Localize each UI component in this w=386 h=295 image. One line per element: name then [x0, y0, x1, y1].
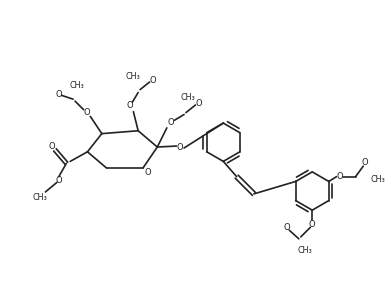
Text: O: O: [177, 143, 184, 153]
Text: CH₃: CH₃: [371, 175, 386, 184]
Text: O: O: [362, 158, 369, 167]
Text: O: O: [283, 223, 290, 232]
Text: CH₃: CH₃: [69, 81, 84, 90]
Text: O: O: [337, 172, 344, 181]
Text: O: O: [144, 168, 151, 177]
Text: CH₃: CH₃: [125, 72, 140, 81]
Text: O: O: [309, 220, 315, 229]
Text: O: O: [56, 176, 62, 185]
Text: O: O: [83, 108, 90, 117]
Text: O: O: [168, 118, 174, 127]
Text: O: O: [195, 99, 202, 107]
Text: O: O: [149, 76, 156, 85]
Text: CH₃: CH₃: [181, 93, 195, 102]
Text: O: O: [126, 101, 133, 110]
Text: CH₃: CH₃: [297, 246, 312, 255]
Text: CH₃: CH₃: [32, 193, 47, 202]
Text: O: O: [49, 142, 56, 150]
Text: O: O: [56, 90, 62, 99]
